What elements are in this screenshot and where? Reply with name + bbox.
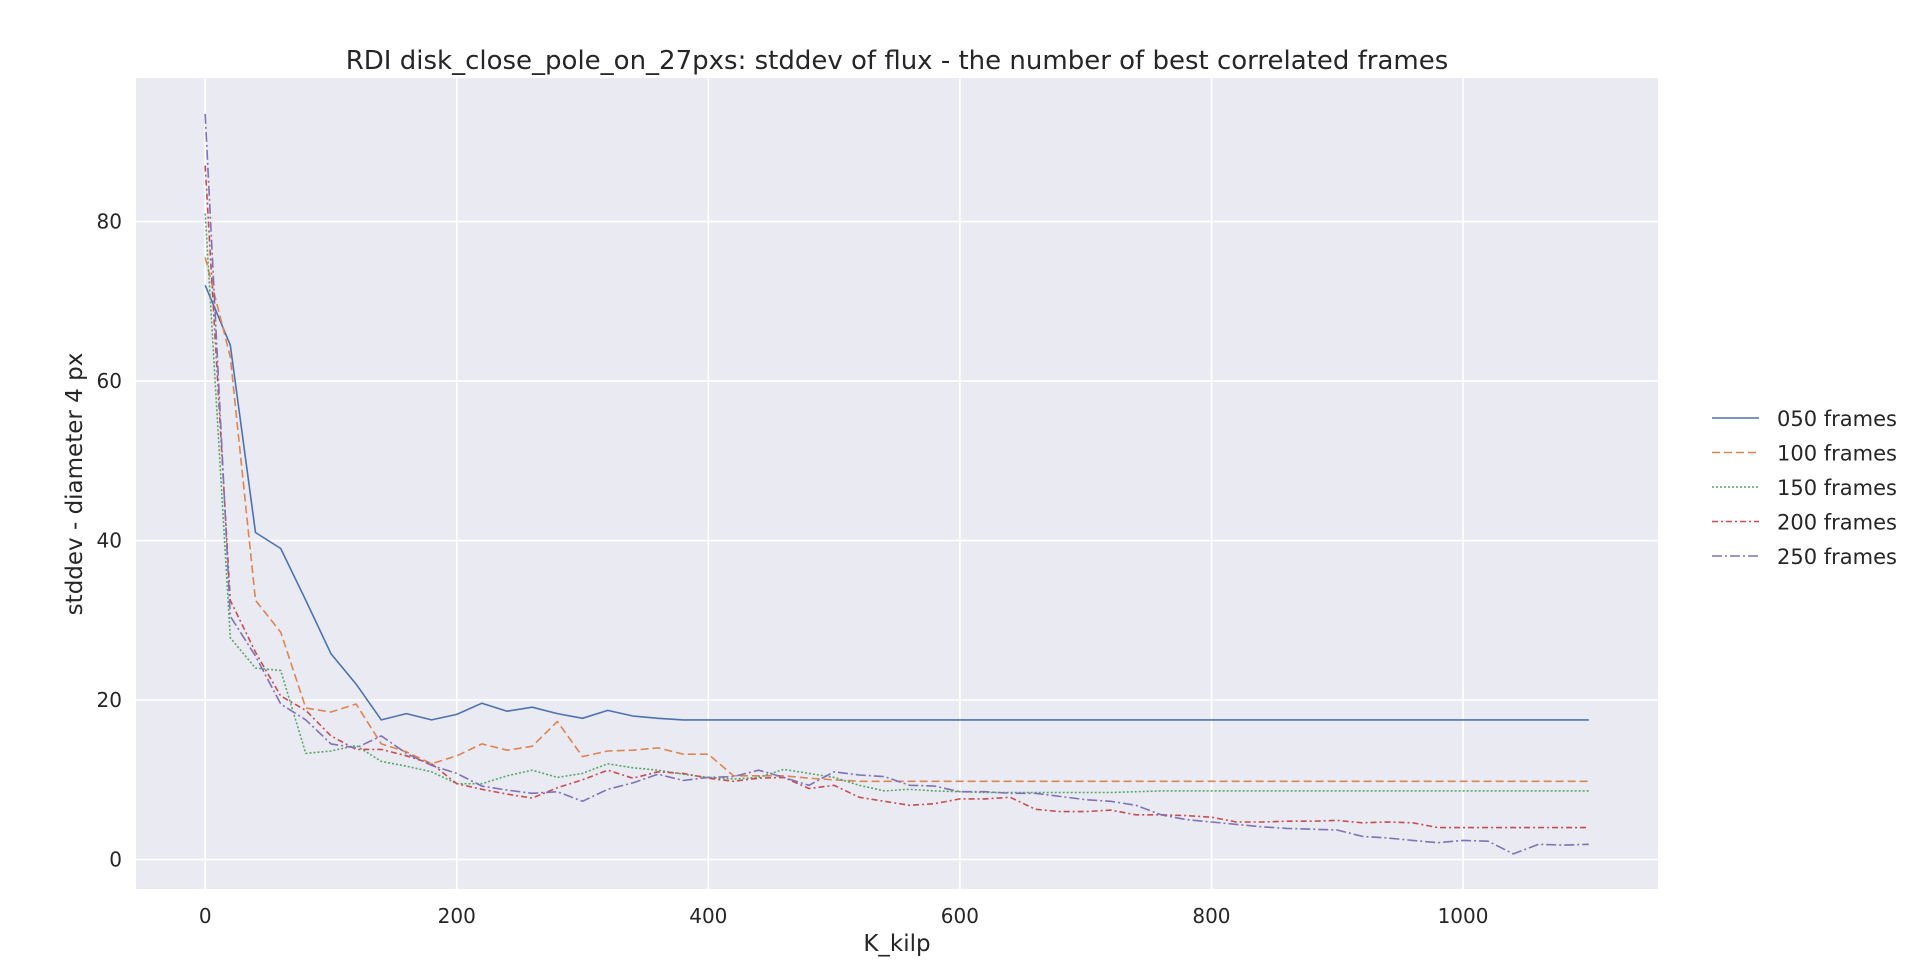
legend: 050 frames 100 frames 150 frames 200 frames…	[1712, 407, 1897, 569]
y-tick-label: 60	[97, 369, 122, 393]
y-axis-label: stddev - diameter 4 px	[62, 353, 88, 616]
x-tick-label: 400	[689, 904, 727, 928]
legend-label: 200 frames	[1777, 511, 1897, 535]
x-axis-ticks: 0 200 400 600 800 1000	[199, 904, 1489, 928]
series-lines	[204, 113, 1589, 855]
legend-label: 050 frames	[1777, 407, 1897, 431]
series-line-200-frames	[204, 165, 1589, 829]
x-tick-label: 200	[438, 904, 476, 928]
series-line-150-frames	[204, 213, 1589, 794]
x-tick-label: 600	[941, 904, 979, 928]
series-line-050-frames	[204, 284, 1589, 721]
legend-label: 250 frames	[1777, 545, 1897, 569]
x-tick-label: 800	[1192, 904, 1230, 928]
series-line-250-frames	[204, 113, 1589, 855]
chart-title: RDI disk_close_pole_on_27pxs: stddev of …	[346, 46, 1449, 76]
x-axis-label: K_kilp	[863, 931, 930, 957]
x-tick-label: 0	[199, 904, 212, 928]
y-tick-label: 20	[97, 688, 122, 712]
legend-label: 150 frames	[1777, 476, 1897, 500]
x-tick-label: 1000	[1438, 904, 1489, 928]
y-tick-label: 0	[109, 847, 122, 871]
grid-lines	[136, 78, 1658, 889]
legend-label: 100 frames	[1777, 442, 1897, 466]
y-axis-ticks: 0 20 40 60 80	[97, 210, 122, 872]
y-tick-label: 80	[97, 210, 122, 234]
y-tick-label: 40	[97, 529, 122, 553]
plot-area	[136, 78, 1658, 889]
